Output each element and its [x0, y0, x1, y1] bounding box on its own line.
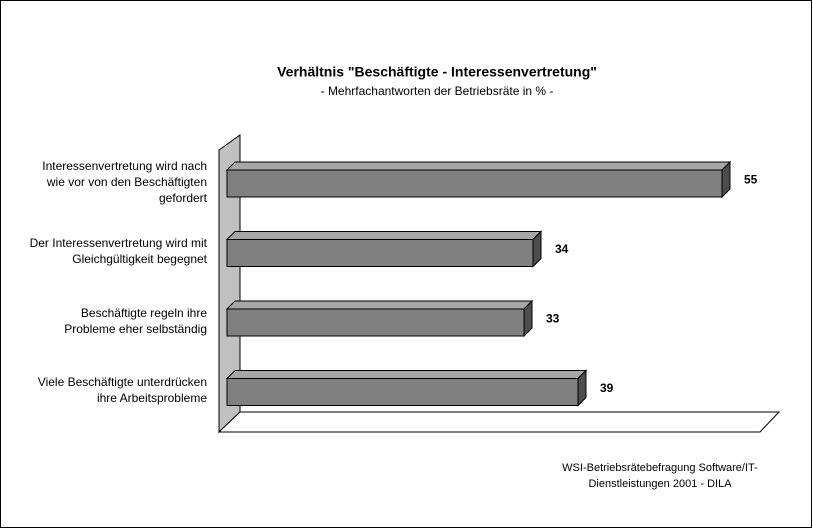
value-label: 55 [744, 173, 758, 187]
bar-top [225, 370, 588, 379]
bar-front [226, 378, 579, 406]
bar-front [226, 169, 723, 198]
category-label: Interessenvertretung wird nach wie vor v… [42, 158, 207, 205]
bar [225, 299, 534, 338]
bar-top [225, 231, 543, 240]
bar-top [225, 300, 534, 310]
bar-top [225, 161, 732, 171]
bar [225, 230, 543, 268]
chart-subtitle: - Mehrfachantworten der Betriebsräte in … [321, 84, 554, 98]
category-label: Der Interessenvertretung wird mit Gleich… [29, 236, 207, 266]
bar-front [226, 308, 525, 337]
value-label: 39 [600, 381, 614, 395]
category-label: Beschäftigte regeln ihre Probleme eher s… [64, 305, 207, 336]
floor [217, 411, 781, 433]
value-label: 34 [555, 242, 569, 256]
bar [225, 160, 732, 199]
value-label: 33 [546, 312, 560, 326]
bar-front [226, 239, 534, 267]
bar [225, 369, 588, 407]
chart-title: Verhältnis "Beschäftigte - Interessenver… [277, 64, 597, 80]
source-note: WSI-Betriebsrätebefragung Software/IT-Di… [562, 462, 758, 490]
category-label: Viele Beschäftigte unterdrücken ihre Arb… [37, 375, 207, 405]
